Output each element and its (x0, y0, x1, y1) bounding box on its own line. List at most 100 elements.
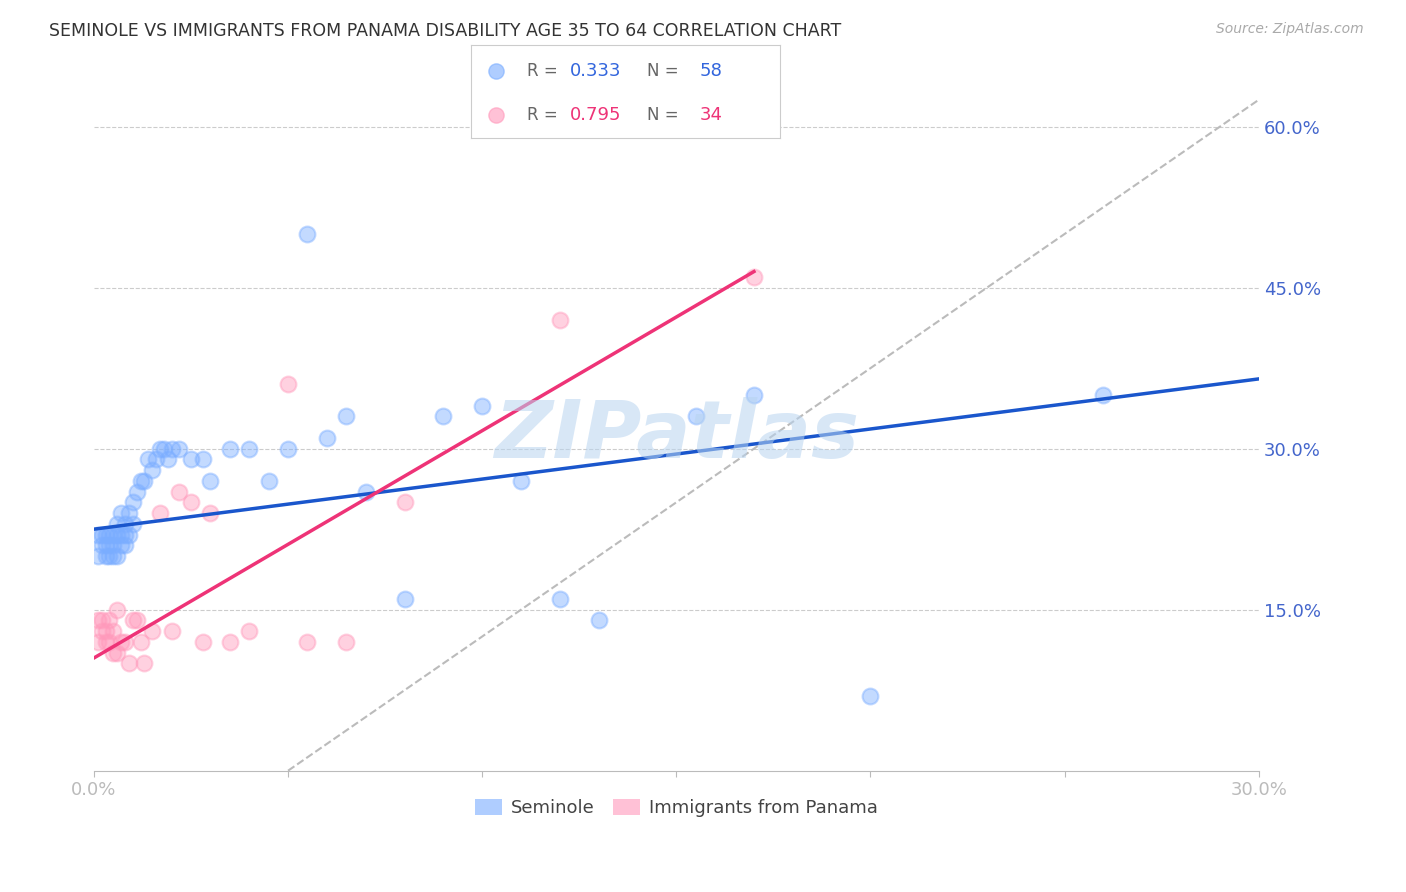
Point (354, 484, 377, 499)
Text: Source: ZipAtlas.com: Source: ZipAtlas.com (1216, 22, 1364, 37)
Point (105, 527, 128, 541)
Point (510, 474, 533, 488)
Text: 34: 34 (700, 106, 723, 124)
Text: N =: N = (647, 106, 679, 124)
Text: R =: R = (527, 106, 562, 124)
Point (90, 527, 112, 541)
Point (90, 538, 112, 552)
Point (394, 591, 416, 606)
Point (685, 409, 707, 424)
Point (149, 442, 172, 456)
Point (145, 452, 167, 467)
Point (1092, 388, 1115, 402)
Point (87, 635, 110, 649)
Text: N =: N = (647, 62, 679, 79)
Point (200, 474, 222, 488)
Point (742, 388, 765, 402)
Point (394, 495, 416, 509)
Point (94, 527, 117, 541)
Point (548, 591, 571, 606)
Point (141, 624, 163, 639)
Point (588, 614, 610, 628)
Point (110, 635, 132, 649)
Point (118, 657, 141, 671)
Point (121, 495, 143, 509)
Point (125, 484, 148, 499)
Point (94, 635, 117, 649)
Point (94, 538, 117, 552)
Point (103, 527, 125, 541)
Text: 0.333: 0.333 (569, 62, 621, 79)
Point (98, 614, 121, 628)
Point (548, 313, 571, 327)
Point (238, 442, 260, 456)
Point (191, 635, 214, 649)
Point (859, 689, 882, 703)
Point (129, 474, 152, 488)
Text: 0.795: 0.795 (569, 106, 621, 124)
Point (98, 538, 121, 552)
Point (218, 442, 240, 456)
Point (105, 646, 128, 660)
Legend: Seminole, Immigrants from Panama: Seminole, Immigrants from Panama (468, 792, 884, 824)
Text: 58: 58 (700, 62, 723, 79)
Point (315, 431, 337, 445)
Point (191, 452, 214, 467)
Point (160, 442, 183, 456)
Point (90, 614, 112, 628)
Point (103, 549, 125, 563)
Point (103, 646, 125, 660)
Point (297, 227, 319, 241)
Point (121, 614, 143, 628)
Point (105, 516, 128, 531)
Point (103, 538, 125, 552)
Point (134, 474, 156, 488)
Point (141, 463, 163, 477)
Point (160, 624, 183, 639)
Point (90, 624, 112, 639)
Text: R =: R = (527, 62, 562, 79)
Point (110, 538, 132, 552)
Point (87, 549, 110, 563)
Point (277, 377, 299, 392)
Point (103, 624, 125, 639)
Point (114, 516, 136, 531)
Point (335, 635, 357, 649)
Point (94, 624, 117, 639)
Point (110, 527, 132, 541)
Point (87, 527, 110, 541)
Point (169, 442, 191, 456)
Point (129, 635, 152, 649)
Point (134, 657, 156, 671)
Point (136, 452, 159, 467)
Point (118, 527, 141, 541)
Point (277, 442, 299, 456)
Point (335, 409, 357, 424)
Point (87, 614, 110, 628)
Text: ZIPatlas: ZIPatlas (494, 397, 859, 475)
Point (114, 538, 136, 552)
Point (105, 602, 128, 616)
Point (98, 527, 121, 541)
Point (180, 495, 202, 509)
Point (297, 635, 319, 649)
Point (200, 506, 222, 520)
Point (169, 484, 191, 499)
Point (153, 442, 176, 456)
Point (98, 549, 121, 563)
Point (110, 506, 132, 520)
Point (218, 635, 240, 649)
Point (98, 635, 121, 649)
Point (125, 614, 148, 628)
Point (432, 409, 454, 424)
Point (121, 516, 143, 531)
Point (114, 635, 136, 649)
Text: SEMINOLE VS IMMIGRANTS FROM PANAMA DISABILITY AGE 35 TO 64 CORRELATION CHART: SEMINOLE VS IMMIGRANTS FROM PANAMA DISAB… (49, 22, 841, 40)
Point (257, 474, 280, 488)
Point (94, 549, 117, 563)
Point (118, 506, 141, 520)
Point (105, 549, 128, 563)
Point (114, 527, 136, 541)
Point (471, 399, 494, 413)
Point (149, 506, 172, 520)
